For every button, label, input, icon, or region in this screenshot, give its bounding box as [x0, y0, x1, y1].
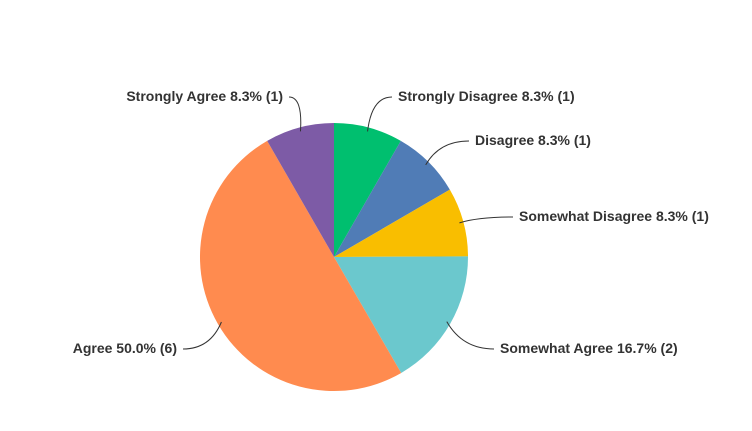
leader-line — [288, 96, 302, 132]
value-label: 16.7% (2) — [617, 340, 678, 356]
pie-slice — [334, 189, 468, 257]
pie-slice — [334, 256, 469, 373]
value-label: 8.3% (1) — [230, 88, 283, 104]
pie-slice — [334, 123, 401, 257]
category-name: Agree — [73, 340, 113, 356]
leader-line — [446, 321, 495, 350]
slice-label: Strongly Agree 8.3% (1) — [126, 88, 283, 104]
slice-label: Agree 50.0% (6) — [73, 340, 177, 356]
value-label: 50.0% (6) — [116, 340, 177, 356]
category-name: Strongly Agree — [126, 88, 226, 104]
category-name: Somewhat Agree — [500, 340, 613, 356]
slice-label: Somewhat Disagree 8.3% (1) — [519, 208, 709, 224]
value-label: 8.3% (1) — [538, 132, 591, 148]
leader-line — [425, 140, 470, 166]
slice-label: Somewhat Agree 16.7% (2) — [500, 340, 678, 356]
value-label: 8.3% (1) — [656, 208, 709, 224]
pie-slice — [267, 123, 334, 257]
category-name: Strongly Disagree — [398, 88, 518, 104]
slice-label: Strongly Disagree 8.3% (1) — [398, 88, 575, 104]
leader-line — [367, 96, 393, 132]
leader-line — [459, 216, 514, 224]
category-name: Somewhat Disagree — [519, 208, 652, 224]
pie-slice — [199, 140, 402, 392]
value-label: 8.3% (1) — [522, 88, 575, 104]
leader-line — [182, 321, 222, 350]
slice-label: Disagree 8.3% (1) — [475, 132, 591, 148]
pie-slice — [334, 140, 450, 257]
category-name: Disagree — [475, 132, 534, 148]
